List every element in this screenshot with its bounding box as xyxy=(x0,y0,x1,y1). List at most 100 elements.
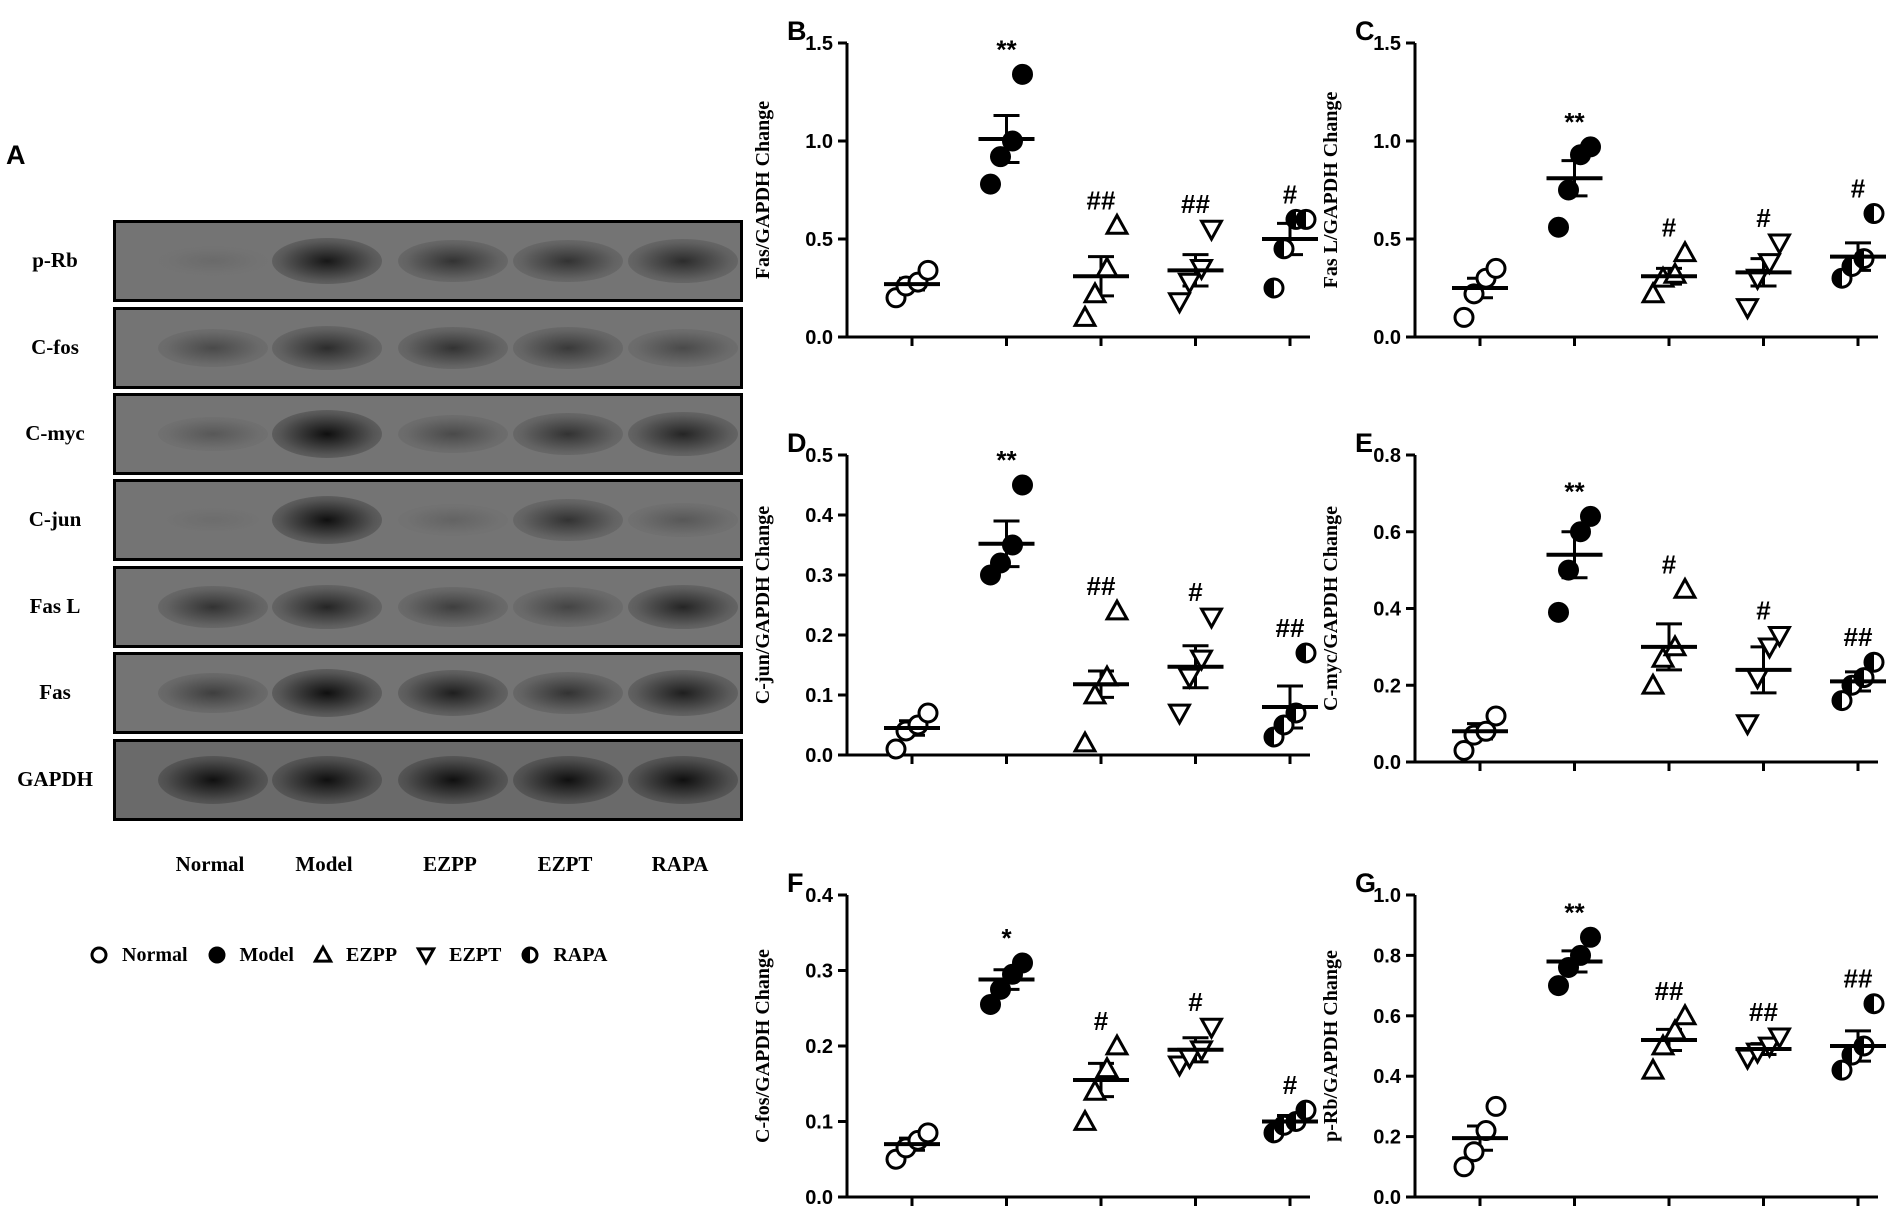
blot-lane-label: EZPP xyxy=(423,852,477,876)
significance-label: # xyxy=(1662,213,1677,243)
data-point xyxy=(1177,272,1202,296)
data-point xyxy=(1263,277,1285,299)
data-point xyxy=(1640,1057,1666,1080)
data-point xyxy=(1767,625,1792,649)
blot-band xyxy=(513,756,623,804)
blot-band xyxy=(398,326,508,370)
y-tick-label: 1.5 xyxy=(805,33,833,55)
data-point xyxy=(1580,136,1601,158)
y-axis-label: C-fos/GAPDH Change xyxy=(752,949,774,1143)
data-point xyxy=(1453,1156,1475,1178)
blot-band xyxy=(628,502,738,538)
legend-label: Normal xyxy=(122,943,188,966)
y-tick-label: 1.0 xyxy=(1373,131,1401,153)
legend-label: EZPP xyxy=(345,943,398,966)
blot-lane-label: RAPA xyxy=(651,852,709,876)
data-point xyxy=(1002,130,1023,152)
data-point xyxy=(1072,730,1098,753)
y-axis-label: Fas/GAPDH Change xyxy=(752,101,774,279)
significance-label: # xyxy=(1283,1070,1298,1100)
blot-band xyxy=(628,756,738,804)
y-axis-label: C-jun/GAPDH Change xyxy=(752,506,774,704)
data-point xyxy=(1189,258,1214,282)
y-tick-label: 1.0 xyxy=(805,131,833,153)
data-point xyxy=(885,1148,907,1170)
data-point xyxy=(1863,203,1885,225)
legend-label: Model xyxy=(239,943,294,966)
data-point xyxy=(917,259,939,281)
y-tick-label: 0.0 xyxy=(1373,1187,1401,1209)
y-tick-label: 0.5 xyxy=(1373,229,1401,251)
blot-band xyxy=(158,585,268,629)
blot-band xyxy=(272,410,382,458)
blot-row-label: C-jun xyxy=(28,507,82,531)
legend-item: Model xyxy=(206,944,294,967)
data-point xyxy=(1548,601,1569,623)
y-tick-label: 0.6 xyxy=(1373,522,1401,544)
data-point xyxy=(1082,280,1108,304)
data-point xyxy=(1094,664,1120,687)
data-point xyxy=(1757,253,1782,276)
data-point xyxy=(1273,714,1295,736)
legend-marker-shape xyxy=(415,947,437,966)
significance-label: # xyxy=(1094,1006,1109,1036)
data-point xyxy=(1485,705,1507,727)
legend-label: RAPA xyxy=(553,943,608,966)
data-point xyxy=(917,702,939,724)
y-tick-label: 1.5 xyxy=(1373,33,1401,55)
data-point xyxy=(1189,1040,1214,1063)
significance-label: # xyxy=(1662,549,1677,579)
blot-row-image xyxy=(113,479,743,561)
legend-label: EZPT xyxy=(449,943,502,966)
legend-marker xyxy=(312,944,334,963)
y-tick-label: 0.2 xyxy=(1373,1127,1401,1149)
data-point xyxy=(1475,720,1497,742)
data-point xyxy=(895,1137,917,1159)
y-tick-label: 0.4 xyxy=(805,885,834,907)
legend-marker xyxy=(90,946,108,964)
chart-panel-c: C 0.0 0.5 1.0 1.5 Fas L/GAPDH Change ** # # # xyxy=(1320,16,1886,349)
data-point xyxy=(1082,1078,1108,1101)
panel-letter-a: A xyxy=(6,140,26,170)
chart-panel-g: G 0.0 0.2 0.4 0.6 0.8 1.0 p-Rb/GAPDH Change ** ##… xyxy=(1320,868,1886,1209)
legend-item: RAPA xyxy=(519,944,607,967)
data-point xyxy=(1002,534,1023,556)
blot-band xyxy=(513,671,623,715)
blot-band xyxy=(628,239,738,283)
blot-band xyxy=(398,504,508,536)
data-point xyxy=(1167,1055,1192,1078)
significance-label: ## xyxy=(1655,976,1684,1006)
significance-label: ## xyxy=(1749,997,1778,1027)
blot-band xyxy=(398,239,508,283)
blot-row-label: Fas L xyxy=(29,594,81,618)
blot-band xyxy=(272,756,382,804)
y-tick-label: 0.3 xyxy=(805,565,833,587)
significance-label: # xyxy=(1851,174,1866,204)
y-tick-label: 0.8 xyxy=(1373,945,1401,967)
data-point xyxy=(895,720,917,742)
y-axis-label: p-Rb/GAPDH Change xyxy=(1320,950,1342,1142)
data-point xyxy=(1273,238,1295,260)
blot-band xyxy=(158,416,268,452)
blot-band xyxy=(158,756,268,804)
y-tick-label: 0.0 xyxy=(805,1187,833,1209)
significance-label: ## xyxy=(1087,571,1116,601)
data-point xyxy=(1072,304,1098,327)
panel-letter: D xyxy=(787,428,807,458)
data-point xyxy=(1199,219,1224,243)
data-point xyxy=(1672,576,1698,599)
significance-label: * xyxy=(1001,923,1012,953)
significance-label: # xyxy=(1188,987,1203,1017)
data-point xyxy=(990,978,1011,1000)
blot-lane-label: Normal xyxy=(175,852,245,876)
significance-label: ## xyxy=(1087,185,1116,215)
data-point xyxy=(1295,208,1317,230)
data-point xyxy=(1580,505,1601,527)
data-point xyxy=(917,1122,939,1144)
panel-letter: F xyxy=(787,868,804,898)
data-point xyxy=(1662,261,1688,284)
blot-band xyxy=(272,237,382,285)
blot-row-label: GAPDH xyxy=(17,767,93,791)
y-tick-label: 0.2 xyxy=(805,1036,833,1058)
data-point xyxy=(1570,521,1591,543)
